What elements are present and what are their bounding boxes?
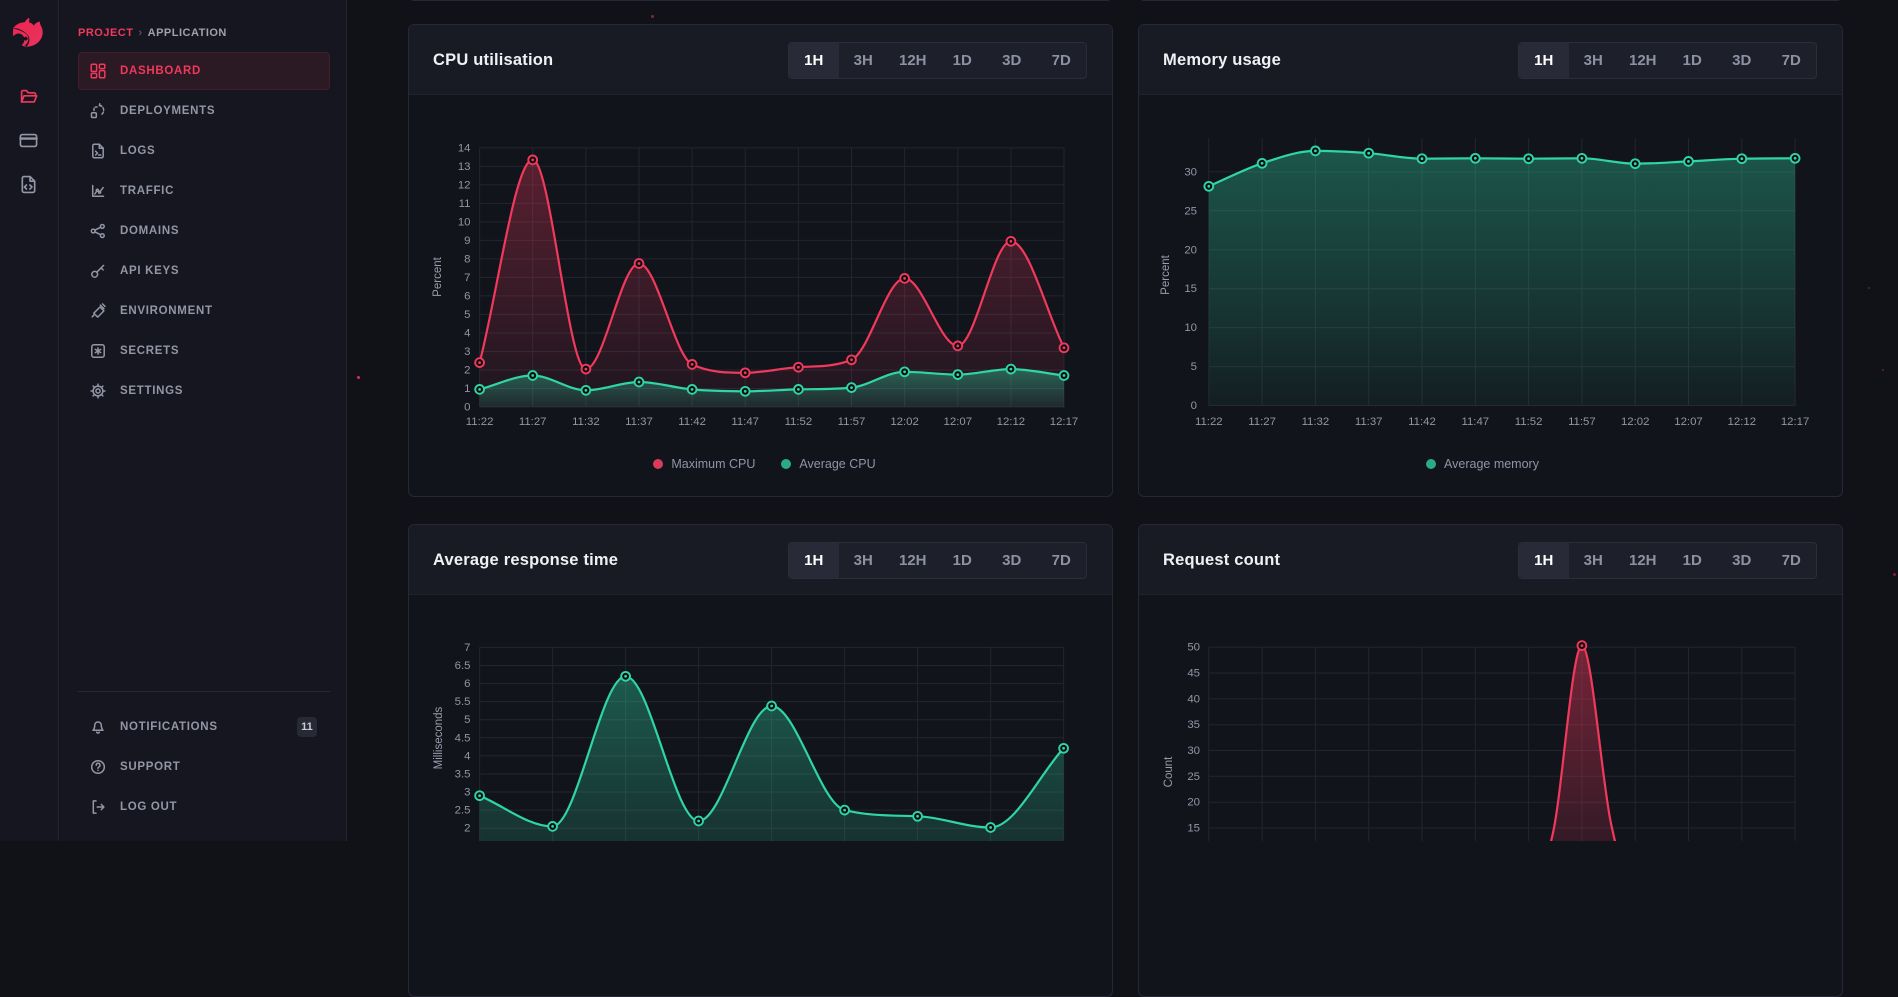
svg-text:7: 7 [464,272,470,284]
svg-text:2: 2 [464,365,470,377]
svg-text:Percent: Percent [1160,254,1172,294]
svg-text:0: 0 [464,402,470,414]
svg-text:5: 5 [1191,361,1197,373]
svg-text:5: 5 [464,714,470,726]
svg-text:4.5: 4.5 [455,732,471,744]
svg-text:2: 2 [464,823,470,835]
svg-text:12:17: 12:17 [1050,416,1079,428]
svg-text:12:02: 12:02 [1621,416,1650,428]
svg-text:11:22: 11:22 [466,416,494,428]
svg-text:11:42: 11:42 [678,416,706,428]
svg-text:25: 25 [1187,771,1200,783]
svg-text:13: 13 [458,161,471,173]
svg-text:3.5: 3.5 [455,769,471,781]
svg-text:11:47: 11:47 [1461,416,1489,428]
svg-text:9: 9 [464,235,470,247]
svg-text:11:57: 11:57 [838,416,866,428]
svg-text:12:07: 12:07 [1674,416,1703,428]
svg-text:1: 1 [464,383,470,395]
svg-text:50: 50 [1187,642,1200,654]
svg-text:7: 7 [464,642,470,654]
svg-text:5: 5 [464,309,470,321]
svg-text:3: 3 [464,346,470,358]
svg-text:0: 0 [1191,400,1197,412]
svg-text:15: 15 [1187,823,1200,835]
svg-text:15: 15 [1184,283,1197,295]
svg-text:6: 6 [464,290,470,302]
svg-text:8: 8 [464,253,470,265]
svg-text:30: 30 [1187,745,1200,757]
svg-text:20: 20 [1184,244,1197,256]
svg-text:25: 25 [1184,205,1197,217]
svg-text:Count: Count [1163,756,1175,787]
svg-text:12:17: 12:17 [1781,416,1810,428]
svg-text:Percent: Percent [432,256,444,296]
svg-text:11:27: 11:27 [1248,416,1276,428]
svg-text:11:22: 11:22 [1195,416,1223,428]
svg-text:4: 4 [464,328,470,340]
svg-text:12:12: 12:12 [1728,416,1757,428]
svg-text:6: 6 [464,678,470,690]
svg-text:11:32: 11:32 [1302,416,1330,428]
svg-text:11:47: 11:47 [731,416,759,428]
svg-text:14: 14 [458,142,471,154]
svg-text:10: 10 [458,216,471,228]
svg-text:11:57: 11:57 [1568,416,1596,428]
svg-text:10: 10 [1184,322,1197,334]
svg-text:20: 20 [1187,797,1200,809]
svg-text:11: 11 [459,198,471,210]
svg-text:11:37: 11:37 [1355,416,1383,428]
svg-text:Milliseconds: Milliseconds [433,706,445,769]
svg-text:12: 12 [458,179,471,191]
svg-text:35: 35 [1187,719,1200,731]
svg-text:3: 3 [464,787,470,799]
svg-text:11:27: 11:27 [519,416,547,428]
svg-text:5.5: 5.5 [455,696,471,708]
svg-text:6.5: 6.5 [455,660,471,672]
svg-text:40: 40 [1187,693,1200,705]
svg-text:12:02: 12:02 [890,416,919,428]
svg-text:11:52: 11:52 [785,416,813,428]
svg-text:12:12: 12:12 [997,416,1026,428]
svg-text:2.5: 2.5 [455,805,471,817]
svg-text:11:32: 11:32 [572,416,600,428]
svg-text:30: 30 [1184,166,1197,178]
svg-text:11:37: 11:37 [625,416,653,428]
svg-text:11:42: 11:42 [1408,416,1436,428]
svg-text:4: 4 [464,750,470,762]
svg-text:12:07: 12:07 [944,416,973,428]
svg-text:11:52: 11:52 [1515,416,1543,428]
svg-text:45: 45 [1187,668,1200,680]
